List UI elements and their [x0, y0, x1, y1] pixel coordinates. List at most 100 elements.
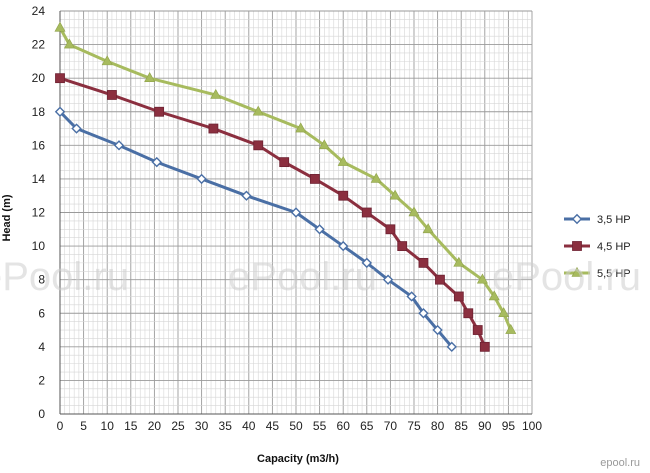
- y-tick-label: 2: [38, 373, 45, 387]
- data-point: [418, 257, 429, 268]
- data-point: [338, 190, 349, 201]
- data-point: [337, 156, 349, 166]
- data-point: [453, 291, 464, 302]
- data-point: [571, 213, 583, 225]
- data-point: [446, 341, 457, 353]
- data-point: [63, 38, 75, 49]
- x-tick-label: 5: [80, 419, 87, 433]
- data-point: [295, 122, 307, 133]
- grid: [59, 10, 533, 415]
- data-point: [71, 123, 82, 134]
- x-tick-label: 15: [124, 419, 138, 433]
- legend-item: 3,5 HP: [564, 213, 631, 226]
- x-tick-label: 75: [407, 419, 421, 433]
- data-point: [210, 88, 222, 99]
- data-point: [253, 140, 264, 151]
- data-point: [55, 73, 65, 84]
- data-point: [382, 274, 394, 285]
- legend: 3,5 HP 4,5 HP 5,5 HP: [564, 213, 631, 280]
- data-point: [385, 224, 396, 235]
- y-tick-label: 0: [38, 407, 45, 421]
- data-point: [479, 341, 490, 352]
- watermark-group: ePool.ru ePool.ru ePool.ru epool.ru: [0, 255, 641, 469]
- data-point: [498, 307, 510, 318]
- data-point: [314, 224, 325, 235]
- y-tick-label: 24: [32, 4, 46, 18]
- data-point: [406, 291, 417, 302]
- data-point: [422, 223, 434, 234]
- legend-label: 3,5 HP: [597, 214, 631, 226]
- legend-item: 5,5 HP: [564, 266, 631, 280]
- brand-logo: epool.ru: [600, 457, 640, 469]
- data-point: [154, 106, 165, 117]
- x-tick-label: 65: [360, 419, 374, 433]
- x-tick-label: 25: [171, 419, 185, 433]
- axes: 0 5 10 15 20 25 30 35 40 45 50 55 60 65 70 75 80 85 90 95 10…: [32, 4, 543, 433]
- y-tick-label: 10: [32, 239, 46, 253]
- x-tick-label: 10: [101, 419, 115, 433]
- data-point: [54, 21, 66, 32]
- data-point: [476, 273, 488, 284]
- x-tick-label: 95: [502, 419, 516, 433]
- data-point: [113, 140, 125, 151]
- y-tick-label: 18: [32, 105, 46, 119]
- data-point: [488, 290, 500, 301]
- y-tick-label: 16: [32, 138, 46, 152]
- x-tick-label: 45: [266, 419, 280, 433]
- series-5-5-hp: [54, 21, 517, 334]
- data-point: [151, 156, 162, 168]
- x-tick-label: 60: [337, 419, 351, 433]
- data-point: [241, 190, 252, 201]
- data-point: [435, 274, 445, 285]
- data-point: [144, 72, 156, 82]
- data-point: [196, 173, 207, 185]
- watermark-text: ePool.ru: [0, 255, 129, 299]
- data-point: [397, 241, 408, 251]
- data-point: [571, 266, 583, 277]
- data-point: [453, 256, 465, 267]
- x-tick-label: 0: [57, 419, 64, 433]
- y-tick-label: 22: [32, 38, 46, 52]
- watermark-text: ePool.ru: [228, 255, 377, 299]
- data-point: [361, 257, 372, 269]
- data-point: [463, 308, 474, 319]
- data-point: [107, 90, 117, 100]
- data-point: [338, 240, 349, 252]
- watermark-text: ePool.ru: [492, 255, 641, 299]
- data-point: [318, 139, 330, 150]
- x-tick-label: 35: [219, 419, 233, 433]
- data-point: [572, 241, 582, 251]
- y-tick-label: 20: [32, 71, 46, 85]
- y-tick-label: 4: [38, 340, 45, 354]
- x-tick-label: 20: [148, 419, 162, 433]
- x-tick-label: 70: [384, 419, 398, 433]
- legend-label: 5,5 HP: [597, 268, 631, 280]
- x-tick-label: 30: [195, 419, 209, 433]
- data-point: [505, 323, 517, 334]
- x-tick-label: 85: [455, 419, 469, 433]
- series-group: [54, 21, 517, 353]
- x-tick-label: 80: [431, 419, 445, 433]
- y-tick-label: 8: [38, 273, 45, 287]
- data-point: [101, 55, 113, 66]
- y-axis-label: Head (m): [1, 194, 13, 241]
- data-point: [208, 123, 219, 134]
- legend-item: 4,5 HP: [564, 241, 631, 253]
- data-point: [389, 189, 401, 200]
- data-point: [418, 308, 429, 319]
- y-tick-label: 6: [38, 306, 45, 320]
- series-3-5-hp: [54, 106, 457, 353]
- data-point: [361, 207, 372, 218]
- data-point: [472, 325, 483, 335]
- data-point: [370, 172, 382, 183]
- x-tick-label: 90: [478, 419, 492, 433]
- data-point: [309, 174, 320, 184]
- series-4-5-hp: [55, 73, 490, 352]
- x-tick-label: 55: [313, 419, 327, 433]
- data-point: [290, 207, 302, 218]
- legend-label: 4,5 HP: [597, 241, 631, 253]
- x-tick-label: 100: [522, 419, 542, 433]
- data-point: [54, 106, 66, 117]
